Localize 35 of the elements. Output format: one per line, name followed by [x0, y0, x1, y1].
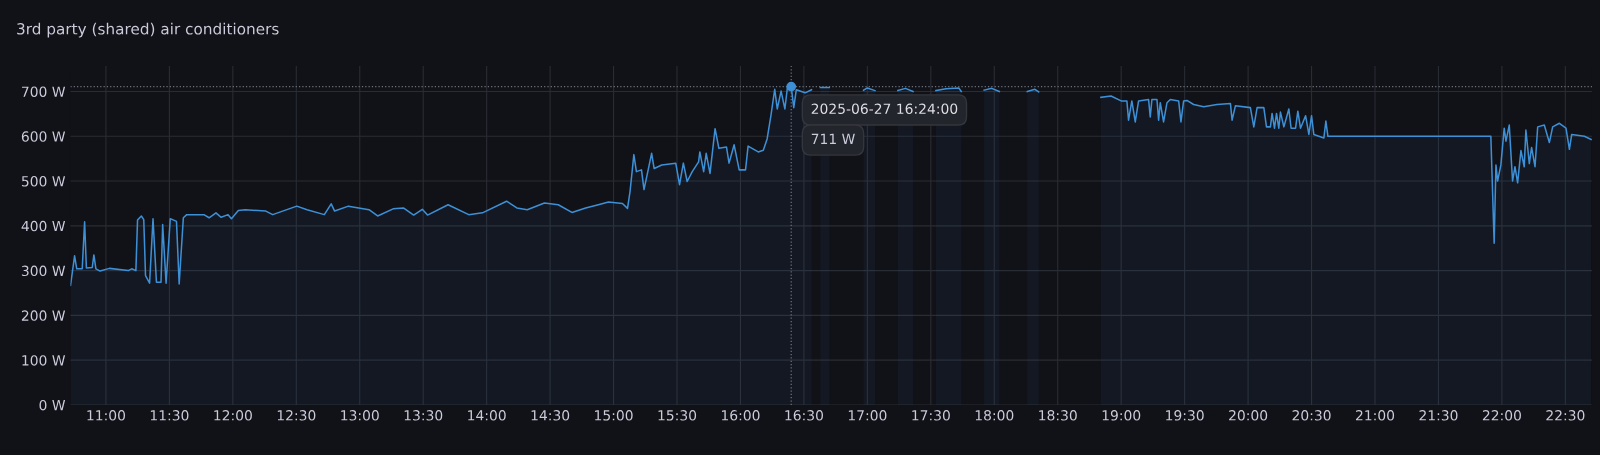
x-tick-label: 21:30 [1419, 410, 1458, 421]
y-tick-label: 0 W [39, 399, 66, 411]
x-tick-label: 22:30 [1546, 410, 1585, 421]
x-tick-label: 21:00 [1356, 410, 1395, 421]
x-tick-label: 14:30 [531, 410, 570, 421]
x-tick-label: 22:00 [1482, 410, 1521, 421]
y-tick-label: 700 W [22, 86, 66, 97]
x-tick-label: 17:00 [848, 410, 887, 421]
x-tick-label: 15:00 [595, 410, 633, 421]
x-tick-label: 14:00 [468, 410, 506, 421]
x-tick-label: 19:00 [1102, 410, 1141, 421]
y-tick-label: 300 W [21, 265, 66, 277]
x-tick-label: 16:00 [721, 410, 760, 421]
x-tick-label: 15:30 [658, 410, 697, 421]
y-tick-label: 100 W [22, 355, 66, 366]
x-tick-label: 18:00 [975, 410, 1014, 421]
annotation: 2025-06-27 16:24:00 [811, 103, 958, 114]
x-tick-label: 13:00 [341, 410, 379, 421]
x-tick-label: 11:00 [87, 410, 126, 421]
x-tick-label: 11:30 [150, 410, 189, 421]
x-tick-label: 12:00 [214, 410, 252, 421]
chart-title: 3rd party (shared) air conditioners [17, 22, 279, 38]
x-tick-label: 13:30 [404, 410, 443, 421]
x-tick-label: 16:30 [785, 410, 824, 421]
y-tick-label: 600 W [21, 131, 66, 142]
x-tick-label: 12:30 [277, 410, 316, 421]
y-tick-label: 500 W [21, 176, 66, 187]
x-tick-label: 19:30 [1166, 410, 1204, 421]
x-tick-label: 18:30 [1039, 410, 1077, 421]
annotation: 711 W [811, 133, 855, 144]
x-tick-label: 20:30 [1292, 410, 1331, 421]
y-tick-label: 400 W [21, 220, 66, 232]
y-tick-label: 200 W [21, 310, 66, 321]
x-tick-label: 20:00 [1229, 410, 1268, 421]
x-tick-label: 17:30 [912, 410, 950, 421]
